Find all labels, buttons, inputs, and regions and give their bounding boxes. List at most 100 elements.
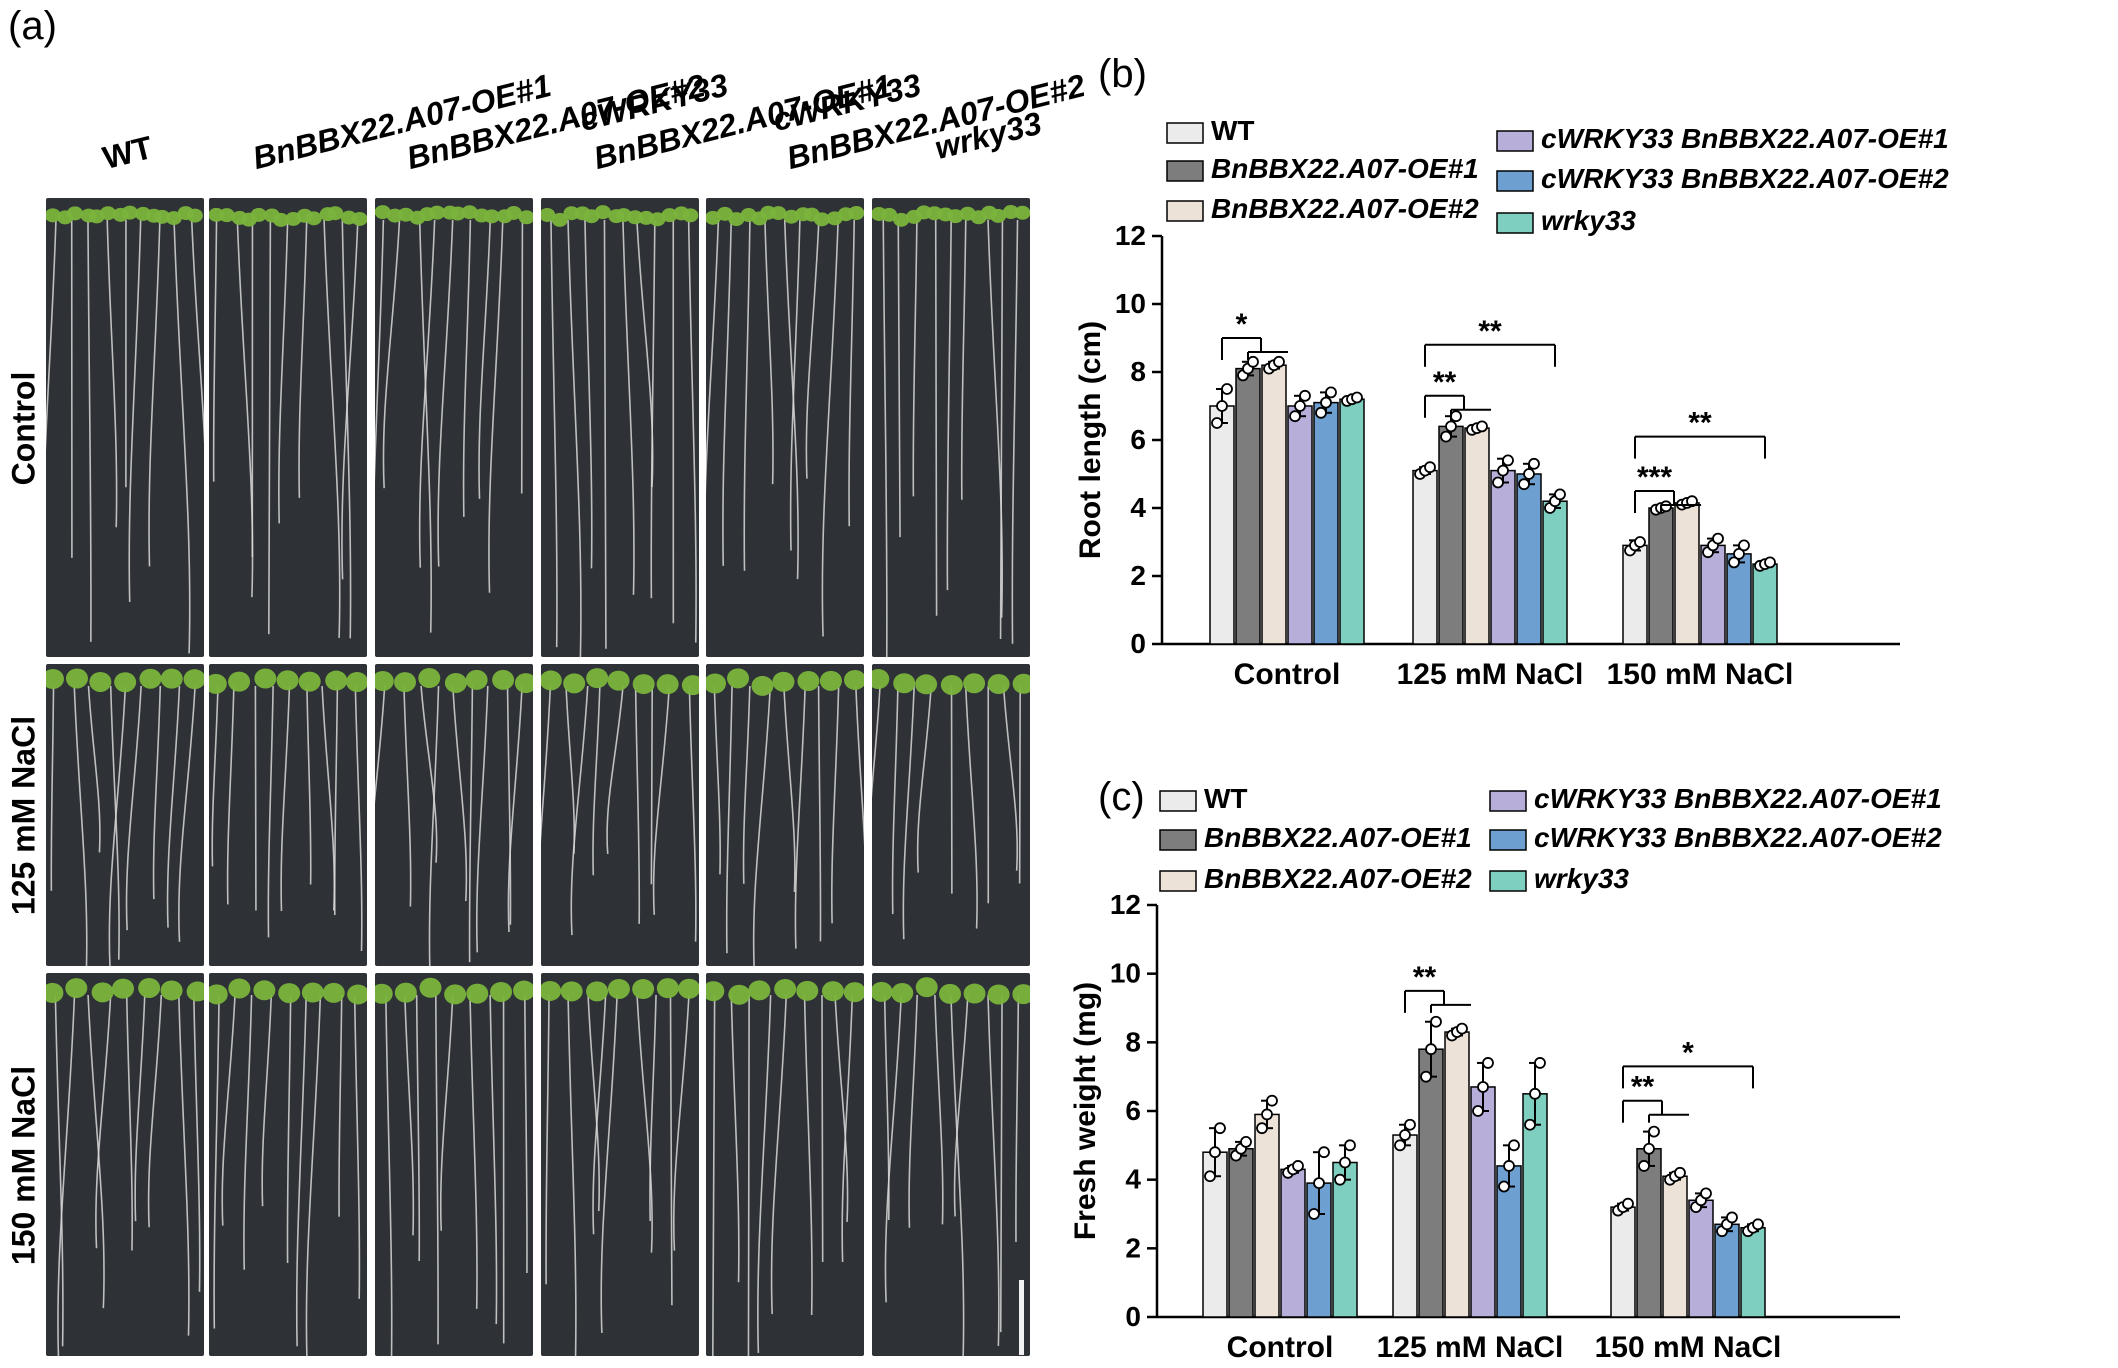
y-axis-label: Fresh weight (mg)	[1069, 982, 1102, 1240]
leaf	[375, 671, 394, 692]
root	[987, 994, 1000, 1347]
root	[687, 219, 697, 643]
seedling-plate	[706, 664, 864, 966]
seedling-plate	[209, 664, 367, 966]
row-header: Control	[5, 371, 42, 485]
root	[891, 685, 899, 915]
data-point	[1261, 1108, 1273, 1121]
leaf	[253, 980, 276, 1001]
data-point	[1204, 1170, 1216, 1183]
y-tick-label: 2	[1130, 560, 1146, 591]
leaf	[327, 206, 344, 221]
data-point	[1266, 1094, 1278, 1107]
data-point	[1289, 410, 1301, 423]
root	[488, 219, 504, 593]
data-point	[1534, 1057, 1546, 1069]
leaf	[563, 673, 586, 694]
data-point	[1247, 355, 1259, 368]
root	[221, 994, 236, 1226]
data-point	[1660, 500, 1672, 513]
bar	[1662, 1175, 1688, 1318]
root	[550, 219, 558, 648]
leaf	[843, 982, 864, 1003]
y-axis-label: Root length (cm)	[1074, 321, 1107, 559]
leaf	[632, 674, 655, 695]
leaf	[813, 212, 830, 227]
leaf	[947, 209, 964, 224]
legend-label: wrky33	[1541, 205, 1636, 236]
data-point	[1420, 1070, 1432, 1083]
root	[606, 685, 624, 854]
leaf	[681, 675, 699, 696]
root	[821, 994, 824, 1262]
legend-swatch	[1489, 790, 1527, 812]
seedling-image	[209, 206, 367, 639]
data-point	[1726, 1211, 1738, 1224]
bar	[1464, 427, 1490, 645]
root	[743, 219, 751, 571]
leaf	[209, 673, 227, 694]
root	[305, 994, 322, 1356]
seedling-image	[46, 668, 204, 966]
leaf	[772, 671, 795, 692]
root	[752, 685, 772, 966]
data-point	[1502, 454, 1514, 467]
data-point	[1477, 1081, 1489, 1093]
root	[730, 994, 740, 1283]
leaf	[466, 983, 489, 1004]
data-point	[1214, 1122, 1226, 1135]
leaf	[465, 669, 488, 690]
leaf	[940, 674, 963, 695]
y-tick-label: 2	[1125, 1232, 1141, 1263]
seedling-plate	[46, 198, 204, 657]
leaf	[99, 206, 116, 221]
root	[267, 685, 274, 938]
data-point	[1424, 461, 1436, 474]
data-point	[1764, 556, 1776, 569]
root	[125, 994, 133, 1251]
root	[261, 994, 273, 1207]
data-point	[1292, 1160, 1304, 1172]
leaf	[418, 668, 441, 689]
y-tick-label: 0	[1125, 1301, 1141, 1332]
root	[404, 994, 415, 1236]
seedling-image	[209, 668, 367, 952]
leaf	[298, 671, 321, 692]
data-point	[1643, 1142, 1655, 1155]
leaf	[748, 980, 771, 1001]
y-tick-label: 12	[1115, 220, 1146, 251]
root	[434, 994, 439, 1345]
leaf	[963, 983, 986, 1004]
significance-mark: **	[1478, 315, 1502, 348]
leaf	[586, 981, 609, 1002]
significance-mark: *	[1236, 308, 1248, 341]
seedling-plate	[541, 973, 699, 1356]
root	[600, 994, 618, 1334]
data-point	[1712, 532, 1724, 545]
bar	[1648, 507, 1674, 645]
y-tick-label: 10	[1115, 288, 1146, 319]
bar	[1700, 544, 1726, 645]
root	[960, 219, 967, 500]
leaf	[728, 984, 751, 1005]
leaf	[513, 980, 533, 1001]
data-point	[1450, 410, 1462, 423]
leaf	[351, 211, 367, 226]
root	[193, 994, 201, 1292]
root	[742, 685, 751, 884]
data-point	[1498, 1180, 1510, 1193]
leaf	[819, 670, 842, 691]
data-point	[1404, 1118, 1416, 1131]
root	[507, 685, 523, 933]
root	[341, 219, 359, 580]
root	[178, 685, 196, 942]
leaf	[394, 982, 417, 1003]
leaf	[728, 212, 745, 227]
root	[650, 219, 656, 599]
data-point	[1634, 536, 1646, 548]
bar	[1438, 425, 1464, 645]
bar	[1490, 469, 1516, 645]
root	[722, 219, 733, 566]
fresh-weight-chart: WT BnBBX22.A07-OE#1 BnBBX22.A07-OE#2 cWRKY3…	[1069, 783, 1942, 1364]
significance-mark: *	[1682, 1036, 1694, 1069]
